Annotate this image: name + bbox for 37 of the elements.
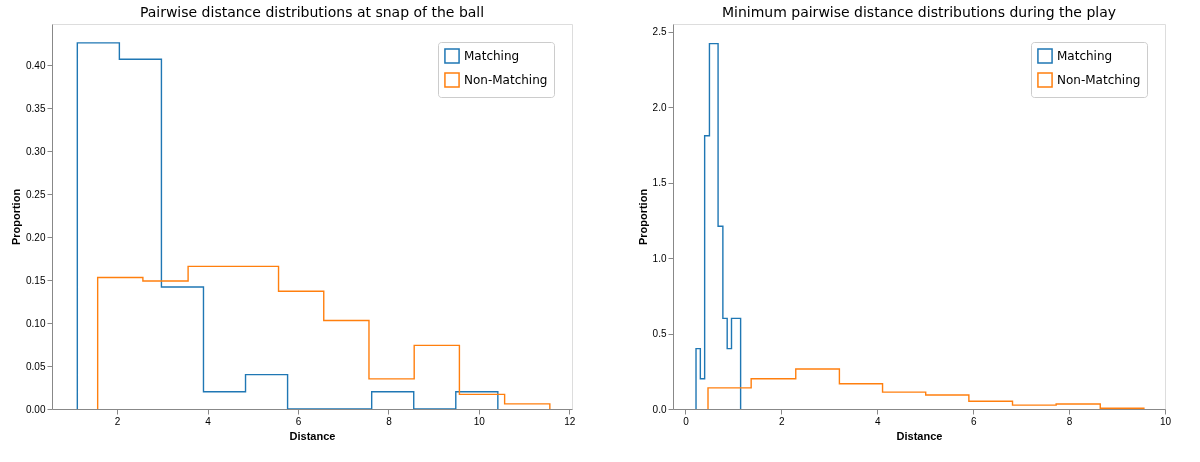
y-tick-label: 0.00 <box>26 403 46 415</box>
chart-title: Pairwise distance distributions at snap of the ball <box>139 4 485 20</box>
y-tick-label: 0.20 <box>26 231 46 243</box>
y-tick-label: 0.15 <box>26 274 46 286</box>
y-tick-label: 1.5 <box>652 177 667 189</box>
x-tick-label: 8 <box>386 415 393 427</box>
x-tick-label: 8 <box>1066 415 1073 427</box>
legend-label: Non-Matching <box>1057 73 1141 87</box>
y-tick-label: 0.40 <box>26 59 46 71</box>
y-tick-label: 0.0 <box>652 403 667 415</box>
chart-title: Minimum pairwise distance distributions during the play <box>721 4 1117 20</box>
legend-label: Matching <box>464 49 520 63</box>
y-tick-label: 0.5 <box>652 328 667 340</box>
y-tick-label: 2.0 <box>652 101 667 113</box>
y-tick-label: 0.05 <box>26 360 46 372</box>
x-tick-label: 6 <box>970 415 977 427</box>
x-tick-label: 4 <box>205 415 212 427</box>
x-tick-label: 2 <box>114 415 121 427</box>
x-tick-label: 12 <box>564 415 576 427</box>
y-tick-label: 0.25 <box>26 188 46 200</box>
y-tick-label: 0.30 <box>26 145 46 157</box>
x-tick-label: 2 <box>779 415 786 427</box>
x-tick-label: 0 <box>683 415 690 427</box>
x-tick-label: 10 <box>1159 415 1172 427</box>
x-tick-label: 6 <box>295 415 302 427</box>
x-tick-label: 10 <box>473 415 486 427</box>
y-tick-label: 0.10 <box>26 317 46 329</box>
legend-label: Matching <box>1057 49 1113 63</box>
y-tick-label: 1.0 <box>652 252 667 264</box>
legend-label: Non-Matching <box>464 73 548 87</box>
x-axis-title: Distance <box>896 429 943 442</box>
y-tick-label: 0.35 <box>26 102 46 114</box>
y-tick-label: 2.5 <box>652 26 667 38</box>
y-axis-title: Proportion <box>10 188 23 246</box>
x-axis-title: Distance <box>289 429 336 442</box>
y-axis-title: Proportion <box>636 188 649 246</box>
x-tick-label: 4 <box>875 415 881 427</box>
